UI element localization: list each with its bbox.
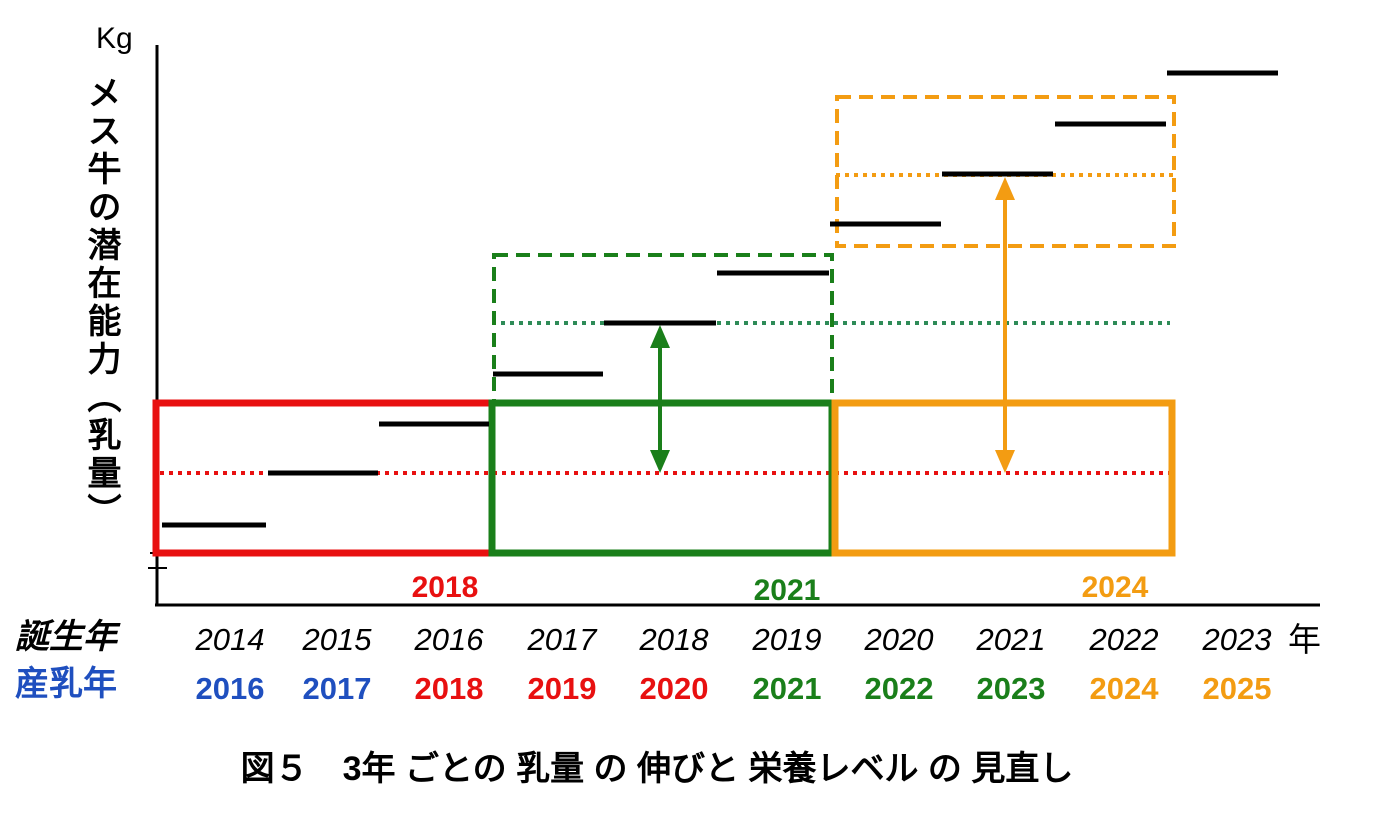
y-unit: Kg	[96, 22, 133, 55]
production-year: 2016	[195, 671, 265, 706]
production-year: 2023	[976, 671, 1046, 706]
row-label: 誕生年	[15, 618, 117, 656]
birth-year: 2019	[752, 622, 822, 657]
box-label: 2018	[411, 571, 479, 604]
caption: 図５ 3年 ごとの 乳量 の 伸びと 栄養レベル の 見直し	[240, 750, 1074, 788]
y-label: メス牛の潜在能力（乳量）	[82, 75, 120, 531]
production-year: 2017	[302, 671, 372, 706]
birth-year: 2014	[195, 622, 265, 657]
box-label: 2021	[753, 574, 821, 607]
production-year: 2018	[414, 671, 484, 706]
birth-year: 2021	[976, 622, 1046, 657]
production-year: 2025	[1202, 671, 1272, 706]
production-year: 2022	[864, 671, 934, 706]
box-label: 2024	[1081, 571, 1149, 604]
row-label: 産乳年	[15, 665, 117, 703]
production-year: 2020	[639, 671, 709, 706]
birth-year: 2015	[302, 622, 372, 657]
birth-year: 2016	[414, 622, 484, 657]
birth-year: 2017	[527, 622, 597, 657]
production-year: 2019	[527, 671, 597, 706]
year-unit: 年	[1288, 621, 1321, 658]
birth-year: 2020	[864, 622, 934, 657]
birth-year: 2018	[639, 622, 709, 657]
birth-year: 2023	[1202, 622, 1272, 657]
production-year: 2024	[1089, 671, 1159, 706]
target-box	[492, 253, 834, 405]
production-year: 2021	[752, 671, 822, 706]
birth-year: 2022	[1089, 622, 1159, 657]
